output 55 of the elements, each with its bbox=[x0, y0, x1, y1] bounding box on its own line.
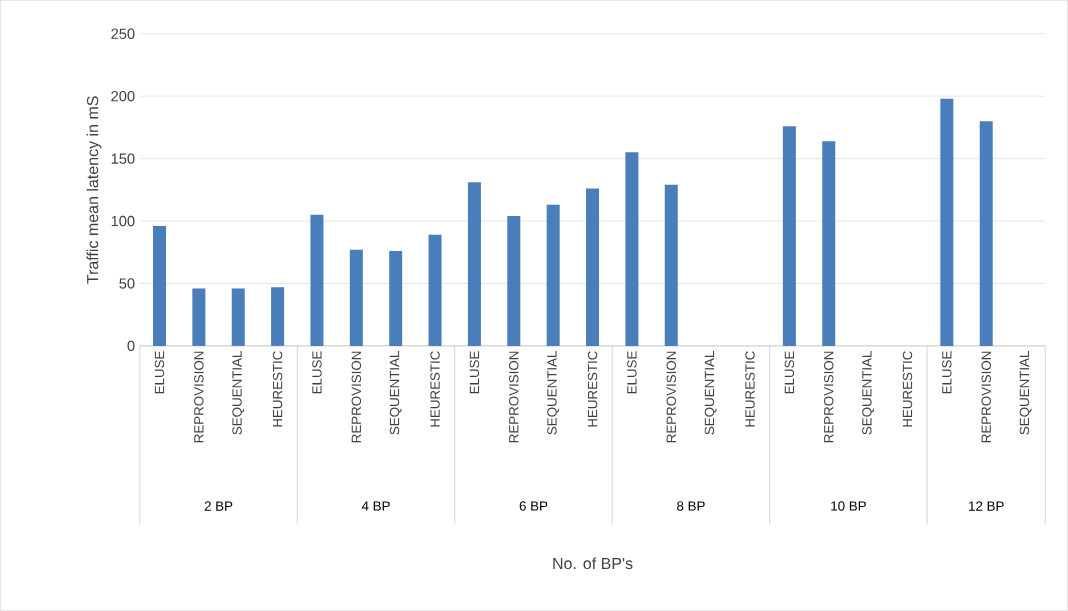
bar bbox=[428, 234, 442, 347]
bar bbox=[782, 126, 796, 347]
bar bbox=[664, 184, 678, 347]
text: No. of BP's bbox=[553, 557, 633, 570]
bar bbox=[467, 182, 481, 347]
text: 10 BP bbox=[831, 501, 866, 511]
x-tick-label: ELUSE bbox=[784, 351, 795, 394]
x-tick-label: HEURESTIC bbox=[745, 351, 755, 427]
bar bbox=[507, 216, 521, 347]
x-tick-label: ELUSE bbox=[627, 351, 637, 394]
x-tick-label: HEURESTIC bbox=[902, 351, 913, 427]
bar bbox=[625, 152, 639, 347]
x-tick-label: ELUSE bbox=[312, 351, 322, 394]
bar bbox=[389, 251, 403, 347]
y-tick-label: 150 bbox=[111, 153, 135, 164]
bar bbox=[152, 226, 166, 347]
x-tick-label: REPROVISION bbox=[981, 351, 991, 443]
bar bbox=[586, 188, 600, 347]
bar bbox=[192, 288, 206, 347]
x-tick-label: REPROVISION bbox=[824, 351, 834, 443]
x-tick-label: SEQUENTIAL bbox=[547, 351, 560, 435]
bar bbox=[271, 287, 285, 347]
x-tick-label: SEQUENTIAL bbox=[389, 351, 402, 435]
y-tick-label: 200 bbox=[111, 91, 135, 102]
y-tick-label: 100 bbox=[111, 215, 135, 227]
x-tick-label: ELUSE bbox=[469, 351, 480, 394]
bar bbox=[822, 141, 836, 347]
x-tick-label: REPROVISION bbox=[666, 351, 676, 443]
x-tick-label: SEQUENTIAL bbox=[232, 351, 245, 435]
x-tick-label: HEURESTIC bbox=[587, 351, 598, 427]
y-tick-label: 250 bbox=[111, 28, 135, 40]
text: 2 BP bbox=[204, 501, 233, 511]
x-tick-label: HEURESTIC bbox=[272, 351, 283, 427]
text: 12 BP bbox=[969, 501, 1004, 511]
bar bbox=[349, 249, 363, 347]
x-tick-label: SEQUENTIAL bbox=[1019, 351, 1032, 435]
y-tick-label: 0 bbox=[127, 340, 135, 352]
text: 4 BP bbox=[361, 501, 390, 511]
x-tick-label: ELUSE bbox=[942, 351, 952, 394]
x-tick-label: ELUSE bbox=[154, 351, 165, 394]
x-tick-label: HEURESTIC bbox=[430, 351, 440, 427]
bar bbox=[979, 121, 993, 347]
bar bbox=[940, 98, 954, 347]
x-tick-label: SEQUENTIAL bbox=[862, 351, 875, 435]
x-tick-label: REPROVISION bbox=[351, 351, 362, 443]
x-tick-label: SEQUENTIAL bbox=[704, 351, 717, 435]
bar bbox=[231, 288, 245, 347]
text: 6 BP bbox=[519, 501, 548, 511]
y-tick-label: 50 bbox=[119, 278, 135, 289]
x-tick-label: REPROVISION bbox=[509, 351, 519, 443]
bar bbox=[310, 214, 324, 347]
text: 8 BP bbox=[677, 501, 705, 511]
y-axis-title: Traffic mean latency in mS bbox=[86, 96, 102, 284]
x-tick-label: REPROVISION bbox=[194, 351, 204, 443]
bar bbox=[546, 204, 560, 347]
